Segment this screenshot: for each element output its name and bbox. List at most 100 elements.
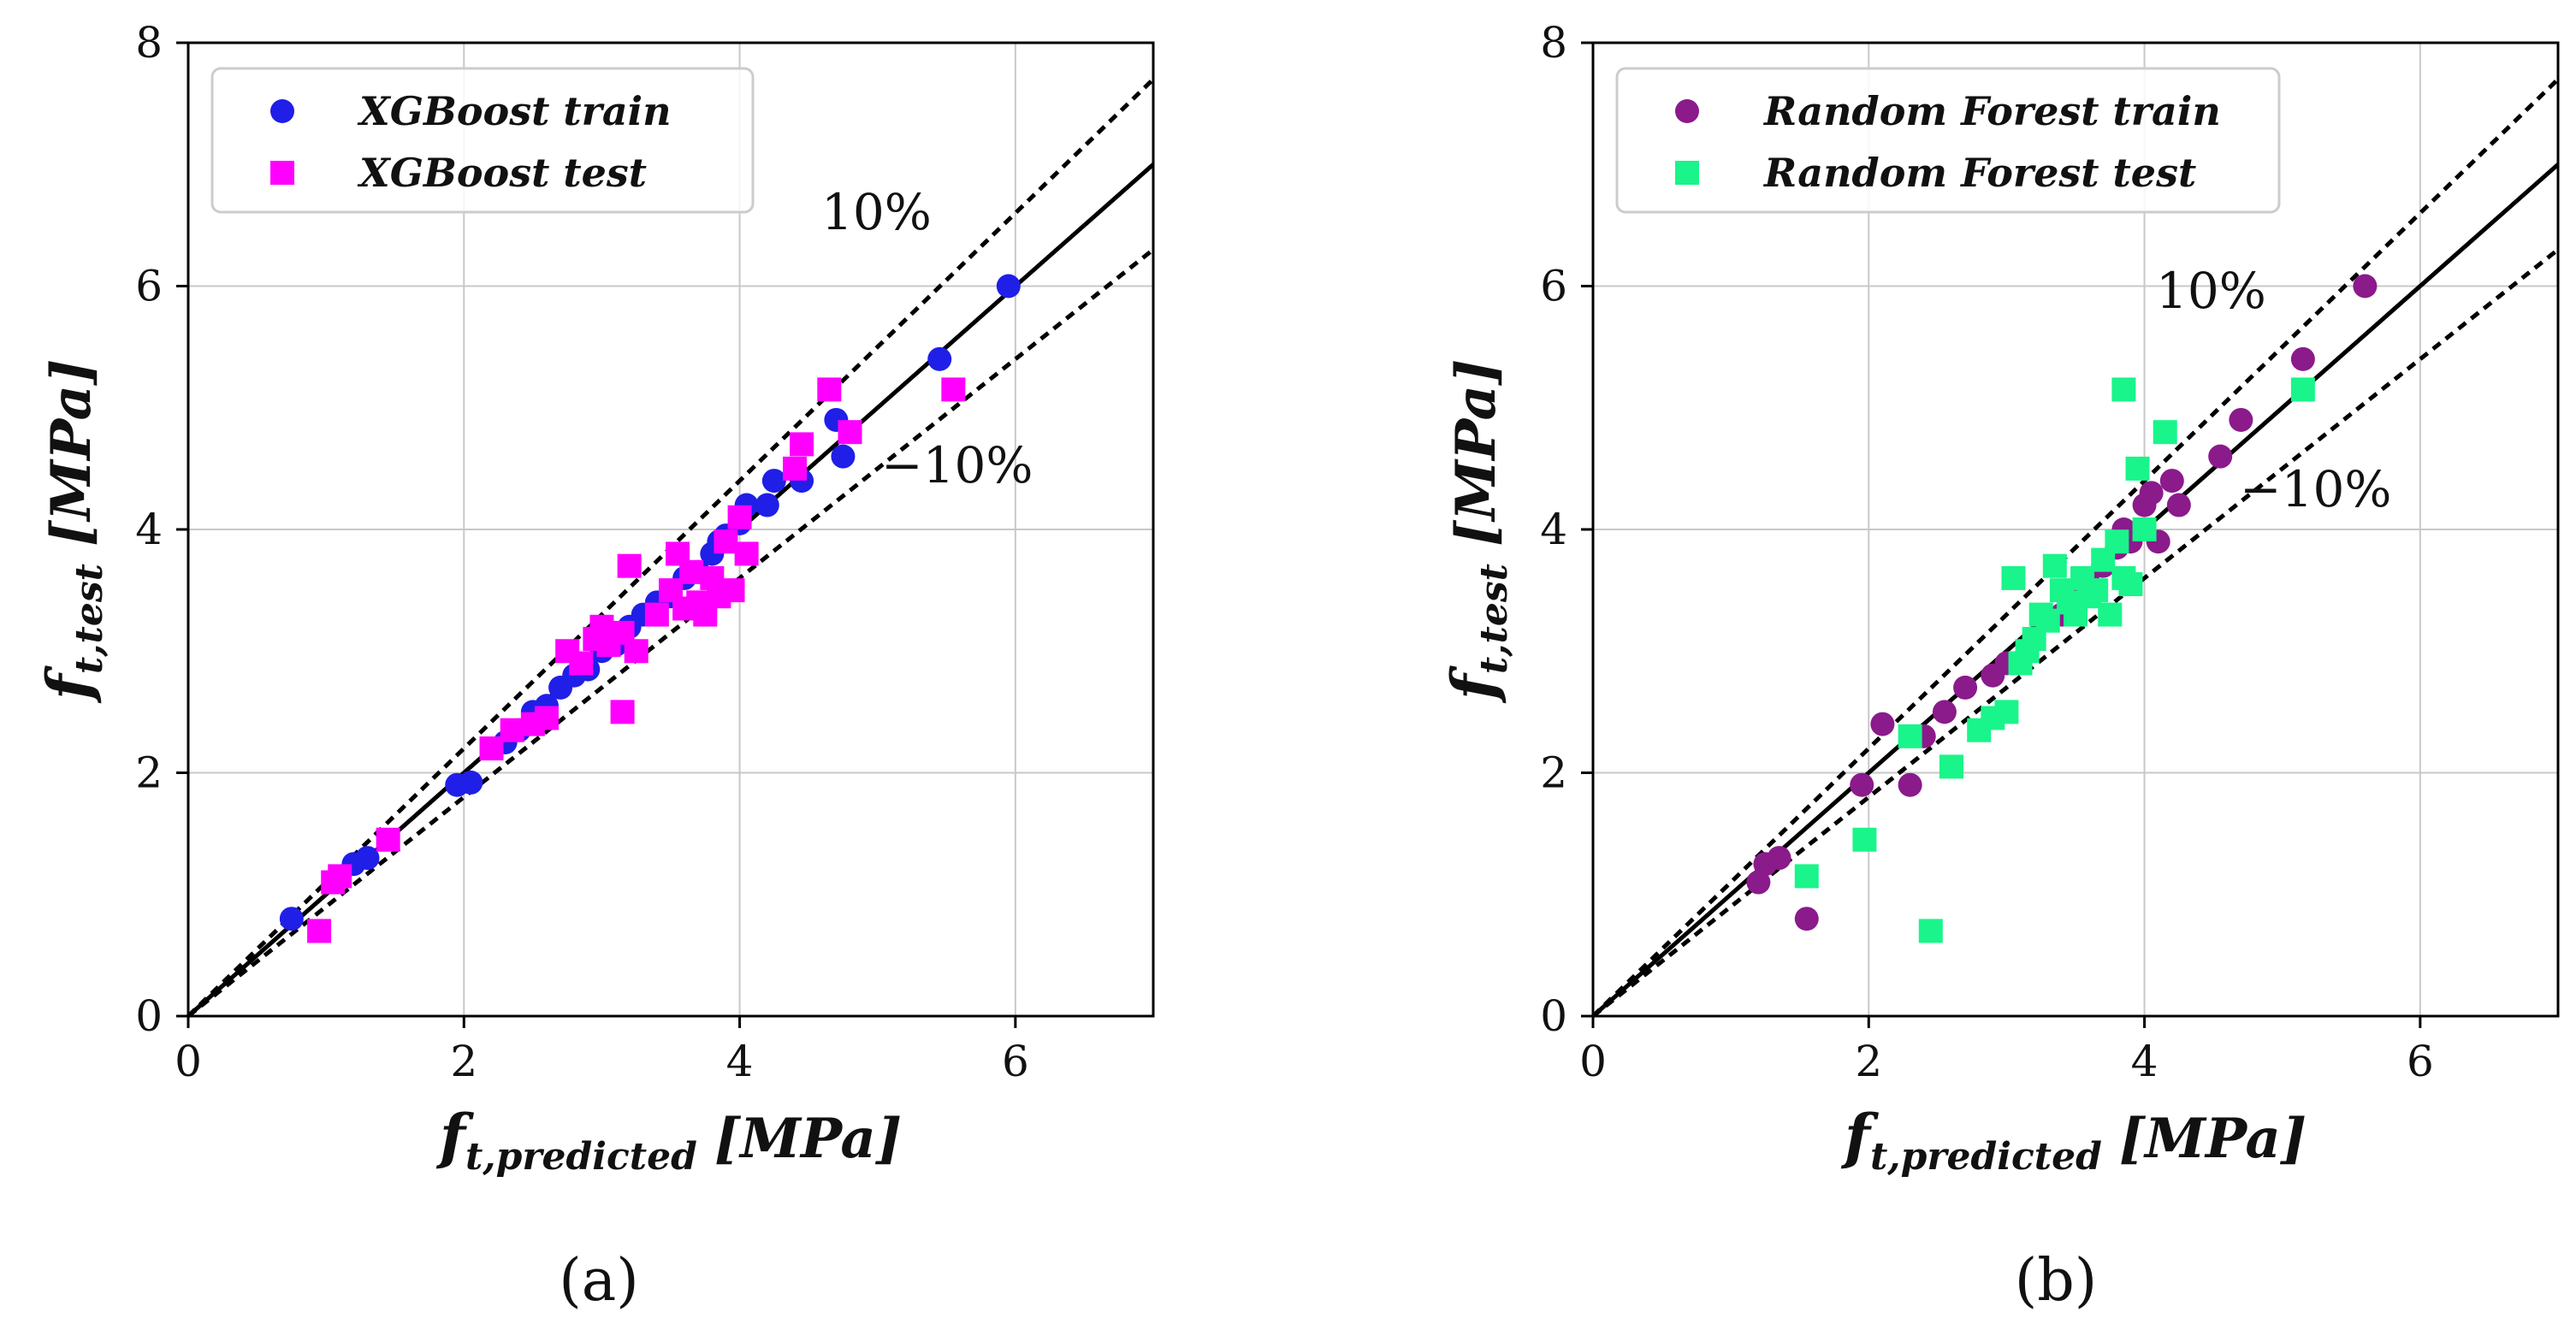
- data-point-square: [2098, 602, 2123, 627]
- legend: XGBoost train XGBoost test: [210, 67, 755, 214]
- data-point-square: [2105, 529, 2129, 554]
- x-tick-label: 0: [175, 1037, 202, 1086]
- data-point-circle: [2229, 407, 2253, 432]
- legend-box: [1615, 67, 2281, 214]
- panel-label: (b): [2015, 1247, 2098, 1315]
- data-point-circle: [755, 493, 779, 517]
- data-point-circle: [2208, 444, 2233, 469]
- data-point-square: [534, 706, 559, 730]
- data-point-square: [644, 602, 669, 627]
- x-tick-label: 4: [2131, 1037, 2159, 1086]
- data-point-circle: [2159, 469, 2184, 494]
- data-point-square: [2125, 456, 2150, 481]
- legend-label: XGBoost train: [357, 88, 672, 134]
- data-point-square: [569, 651, 594, 676]
- data-point-square: [617, 553, 642, 578]
- legend: Random Forest train Random Forest test: [1615, 67, 2281, 214]
- x-tick-label: 4: [726, 1037, 754, 1086]
- data-point-square: [2153, 420, 2177, 445]
- data-point-square: [2035, 608, 2060, 633]
- data-point-circle: [279, 907, 304, 931]
- data-point-circle: [1850, 772, 1874, 797]
- tolerance-line: [1591, 247, 2560, 1018]
- data-point-square: [2042, 553, 2067, 578]
- y-tick-label: 4: [1540, 505, 1567, 554]
- data-point-circle: [2139, 481, 2164, 505]
- data-point-square: [479, 736, 504, 761]
- legend-marker-circle: [270, 99, 294, 123]
- y-tick-label: 8: [1540, 18, 1567, 68]
- data-point-circle: [2290, 346, 2315, 371]
- y-axis-label: ft,test[MPa]: [1438, 359, 1516, 704]
- legend-label: Random Forest test: [1762, 150, 2196, 196]
- tolerance-line: [187, 247, 1155, 1018]
- data-point-circle: [996, 274, 1021, 299]
- legend-label: XGBoost test: [357, 150, 647, 196]
- data-point-square: [838, 420, 862, 445]
- data-point-square: [2084, 578, 2109, 603]
- legend-marker-square: [1675, 161, 1699, 185]
- y-tick-label: 6: [1540, 262, 1567, 311]
- data-point-square: [679, 559, 704, 584]
- data-point-circle: [1746, 870, 1771, 895]
- data-point-square: [941, 377, 966, 402]
- y-tick-label: 2: [1540, 748, 1567, 798]
- x-tick-label: 6: [1002, 1037, 1029, 1086]
- data-point-square: [624, 639, 648, 664]
- data-point-square: [1939, 754, 1963, 779]
- data-point-square: [734, 541, 759, 566]
- data-point-circle: [1953, 675, 1978, 700]
- data-point-square: [328, 864, 352, 889]
- data-point-circle: [1767, 846, 1791, 871]
- tolerance-label: 10%: [2156, 262, 2266, 320]
- x-tick-label: 6: [2407, 1037, 2434, 1086]
- data-point-circle: [355, 846, 380, 871]
- data-point-square: [714, 529, 738, 554]
- data-point-square: [817, 377, 842, 402]
- panel-b: 10% −10% 0 2 4 6 0 2 4 6 8 ft,predicted [MPa] ft,test…: [1438, 18, 2560, 1315]
- data-point-square: [1918, 919, 1943, 943]
- data-point-square: [610, 700, 635, 724]
- data-point-square: [790, 432, 814, 457]
- data-point-square: [720, 578, 745, 603]
- legend-marker-circle: [1675, 99, 1699, 123]
- data-point-square: [500, 718, 524, 742]
- data-point-circle: [761, 469, 786, 494]
- data-point-square: [376, 827, 400, 852]
- tolerance-label: −10%: [2240, 460, 2392, 518]
- y-tick-label: 6: [135, 262, 163, 311]
- panel-label: (a): [559, 1247, 639, 1315]
- data-point-circle: [1898, 772, 1922, 797]
- data-point-circle: [1932, 700, 1957, 724]
- data-point-square: [2118, 572, 2143, 597]
- data-point-square: [1794, 864, 1819, 889]
- data-point-square: [1994, 700, 2019, 724]
- tolerance-label: −10%: [881, 436, 1033, 494]
- y-tick-label: 2: [135, 748, 163, 798]
- legend-label: Random Forest train: [1762, 88, 2221, 134]
- tolerance-label: 10%: [821, 183, 932, 241]
- y-axis-label: ft,test[MPa]: [33, 359, 111, 704]
- y-tick-label: 0: [135, 991, 163, 1041]
- data-point-square: [2290, 377, 2315, 402]
- y-tick-label: 8: [135, 18, 163, 68]
- x-axis-label: ft,predicted [MPa]: [1840, 1101, 2307, 1179]
- x-axis-label: ft,predicted [MPa]: [435, 1101, 902, 1179]
- data-point-square: [727, 505, 752, 529]
- data-point-square: [2111, 377, 2136, 402]
- data-point-circle: [2166, 493, 2191, 517]
- data-point-square: [1852, 827, 1877, 852]
- data-point-circle: [831, 444, 856, 469]
- data-point-square: [783, 456, 808, 481]
- x-tick-label: 2: [1855, 1037, 1882, 1086]
- legend-box: [210, 67, 755, 214]
- data-point-circle: [927, 346, 952, 371]
- y-tick-label: 0: [1540, 991, 1567, 1041]
- tolerance-line: [1591, 77, 2560, 1018]
- data-point-square: [1898, 724, 1922, 748]
- legend-marker-square: [270, 161, 294, 185]
- data-point-square: [2001, 565, 2026, 590]
- data-point-square: [2132, 517, 2157, 541]
- data-point-circle: [1870, 712, 1895, 736]
